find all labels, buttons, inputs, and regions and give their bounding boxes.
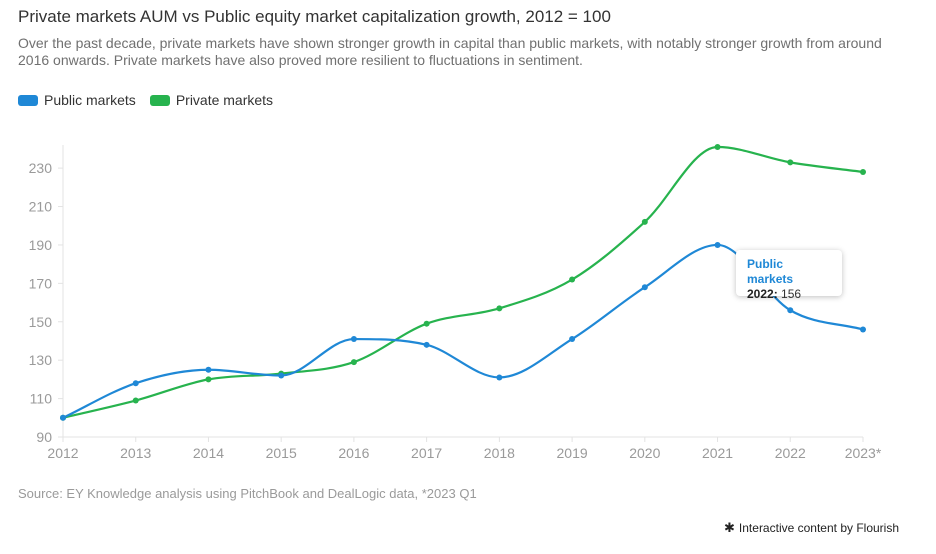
public-markets-point [787, 307, 794, 314]
x-tick-label: 2016 [338, 445, 369, 461]
tooltip-value-line: 2022: 156 [747, 287, 832, 302]
tooltip-separator: : [773, 287, 778, 301]
legend: Public markets Private markets [18, 92, 287, 108]
x-tick-label: 2017 [411, 445, 442, 461]
public-markets-point [641, 284, 648, 291]
legend-swatch-public [18, 94, 38, 106]
private-markets-point [714, 144, 721, 150]
private-markets-point [496, 305, 503, 312]
x-tick-label: 2020 [629, 445, 660, 461]
private-markets-point [641, 218, 648, 225]
x-tick-label: 2013 [120, 445, 151, 461]
x-tick-label: 2019 [557, 445, 588, 461]
x-tick-label: 2018 [484, 445, 515, 461]
public-markets-point [132, 380, 139, 387]
y-tick-label: 130 [29, 352, 53, 368]
public-markets-point [60, 414, 66, 421]
private-markets-point [132, 397, 139, 404]
asterisk-icon: ✱ [724, 520, 735, 535]
private-markets-point [205, 376, 212, 383]
public-markets-point [278, 372, 285, 379]
x-tick-label: 2012 [47, 445, 78, 461]
public-markets-point [205, 366, 212, 373]
x-tick-label: 2014 [193, 445, 224, 461]
chart-subtitle: Over the past decade, private markets ha… [18, 35, 882, 68]
legend-swatch-private [149, 94, 170, 106]
y-tick-label: 190 [29, 237, 53, 253]
tooltip-value: 156 [781, 287, 802, 301]
public-markets-point [569, 336, 576, 343]
chart-title: Private markets AUM vs Public equity mar… [18, 7, 611, 26]
private-markets-point [860, 168, 866, 175]
public-markets-point [496, 374, 503, 381]
flourish-credit[interactable]: ✱ Interactive content by Flourish [724, 520, 899, 536]
private-markets-point [350, 359, 357, 366]
legend-item-private[interactable]: Private markets [149, 92, 274, 108]
x-tick-label: 2015 [266, 445, 297, 461]
tooltip-year: 2022 [747, 287, 774, 301]
public-markets-point [714, 241, 721, 248]
y-tick-label: 90 [36, 429, 52, 445]
y-tick-label: 110 [30, 391, 53, 407]
legend-label-private: Private markets [175, 92, 274, 108]
x-tick-label: 2022 [775, 445, 806, 461]
tooltip: Public markets 2022: 156 [736, 250, 842, 301]
legend-item-public[interactable]: Public markets [18, 92, 136, 108]
source-note: Source: EY Knowledge analysis using Pitc… [18, 486, 477, 501]
legend-label-public: Public markets [44, 92, 136, 108]
tooltip-series-name: Public markets [747, 257, 794, 286]
y-tick-label: 150 [29, 314, 53, 330]
public-markets-point [860, 326, 866, 333]
public-markets-point [350, 336, 357, 343]
private-markets-point [569, 276, 576, 283]
y-tick-label: 170 [29, 275, 53, 291]
y-tick-label: 210 [29, 199, 53, 215]
private-markets-point [787, 159, 794, 166]
x-tick-label: 2023* [845, 445, 882, 461]
x-tick-label: 2021 [702, 445, 733, 461]
private-markets-point [423, 320, 430, 327]
public-markets-point [423, 341, 430, 348]
y-tick-label: 230 [29, 160, 53, 176]
credit-text: Interactive content by Flourish [738, 521, 899, 535]
